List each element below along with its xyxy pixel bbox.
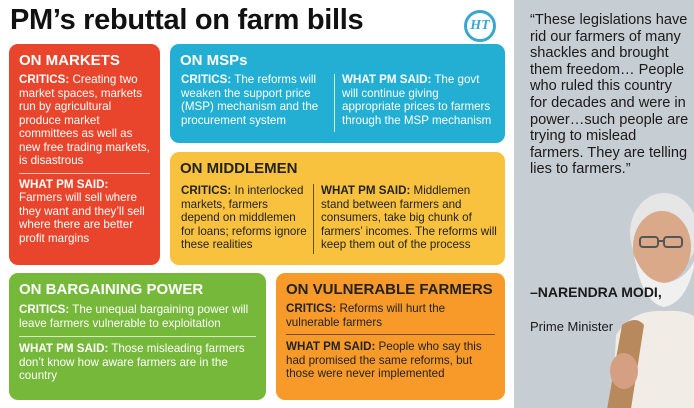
bargaining-card: ON BARGAINING POWER CRITICS: The unequal…	[9, 273, 266, 400]
vulnerable-pm-label: WHAT PM SAID:	[286, 340, 376, 353]
markets-critics-label: CRITICS:	[19, 73, 70, 86]
middlemen-divider	[313, 184, 314, 254]
vulnerable-card: ON VULNERABLE FARMERS CRITICS: Reforms w…	[276, 273, 505, 400]
quote-panel: “These legislations have rid our farmers…	[514, 0, 694, 408]
bargaining-pm-text: Those misleading farmers don’t know how …	[19, 342, 245, 382]
middlemen-critics: CRITICS: In interlocked markets, farmers…	[181, 184, 307, 252]
pm-quote: “These legislations have rid our farmers…	[530, 12, 689, 178]
markets-divider	[19, 172, 150, 174]
msps-heading: ON MSPs	[180, 52, 248, 69]
middlemen-pm: WHAT PM SAID: Middlemen stand between fa…	[321, 184, 499, 252]
markets-card: ON MARKETS CRITICS: Creating two market …	[9, 44, 160, 265]
quote-attribution-name: –NARENDRA MODI,	[530, 284, 662, 300]
bargaining-divider	[19, 336, 256, 337]
vulnerable-heading: ON VULNERABLE FARMERS	[286, 281, 493, 298]
markets-critics: CRITICS: Creating two market spaces, mar…	[19, 73, 150, 168]
msps-critics-label: CRITICS:	[181, 73, 232, 86]
portrait-illustration	[607, 193, 694, 408]
bargaining-critics-label: CRITICS:	[19, 303, 70, 316]
msps-pm: WHAT PM SAID: The govt will continue giv…	[342, 73, 498, 127]
msps-card: ON MSPs CRITICS: The reforms will weaken…	[170, 44, 505, 143]
bargaining-critics: CRITICS: The unequal bargaining power wi…	[19, 303, 256, 330]
msps-divider	[334, 74, 335, 132]
middlemen-card: ON MIDDLEMEN CRITICS: In interlocked mar…	[170, 152, 505, 265]
markets-critics-text: Creating two market spaces, markets run …	[19, 73, 150, 167]
bargaining-critics-text: The unequal bargaining power will leave …	[19, 303, 249, 330]
middlemen-pm-text: Middlemen stand between farmers and cons…	[321, 184, 497, 251]
msps-pm-label: WHAT PM SAID:	[342, 73, 432, 86]
middlemen-pm-label: WHAT PM SAID:	[321, 184, 411, 197]
vulnerable-critics: CRITICS: Reforms will hurt the vulnerabl…	[286, 302, 495, 329]
bargaining-pm: WHAT PM SAID: Those misleading farmers d…	[19, 342, 256, 383]
msps-pm-text: The govt will continue giving appropriat…	[342, 73, 492, 127]
vulnerable-divider	[286, 334, 495, 335]
markets-pm-text: Farmers will sell where they want and th…	[19, 191, 145, 245]
markets-pm-label: WHAT PM SAID:	[19, 177, 109, 191]
infographic-title: PM’s rebuttal on farm bills	[10, 4, 364, 36]
bargaining-heading: ON BARGAINING POWER	[19, 281, 204, 298]
quote-attribution-role: Prime Minister	[530, 319, 614, 334]
vulnerable-critics-text: Reforms will hurt the vulnerable farmers	[286, 302, 446, 329]
vulnerable-critics-label: CRITICS:	[286, 302, 337, 315]
msps-critics-text: The reforms will weaken the support pric…	[181, 73, 319, 127]
ht-logo: HT	[464, 10, 496, 42]
middlemen-heading: ON MIDDLEMEN	[180, 160, 298, 177]
vulnerable-pm-text: People who say this had promised the sam…	[286, 340, 482, 380]
middlemen-critics-text: In interlocked markets, farmers depend o…	[181, 184, 307, 251]
markets-pm: WHAT PM SAID: Farmers will sell where th…	[19, 178, 150, 246]
middlemen-critics-label: CRITICS:	[181, 184, 232, 197]
msps-critics: CRITICS: The reforms will weaken the sup…	[181, 73, 331, 127]
markets-heading: ON MARKETS	[19, 52, 120, 69]
vulnerable-pm: WHAT PM SAID: People who say this had pr…	[286, 340, 495, 381]
bargaining-pm-label: WHAT PM SAID:	[19, 342, 109, 355]
